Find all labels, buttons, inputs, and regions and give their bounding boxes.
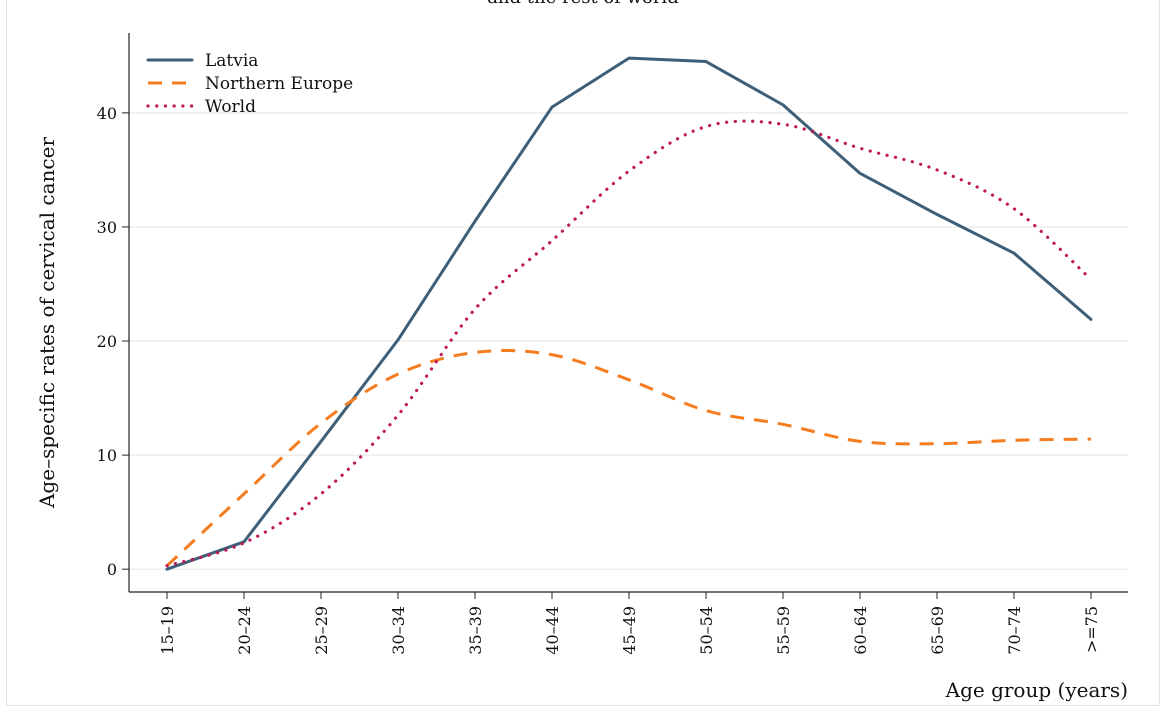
x-tick-label: 40–44 (543, 606, 562, 655)
series-line-latvia (165, 56, 1093, 571)
x-tick-label: 65–69 (928, 606, 947, 655)
y-tick-label: 20 (97, 332, 117, 351)
tick-labels: 0 10 20 30 40 15–19 20–24 25–29 30–34 35–39 40–44 4… (97, 104, 1101, 655)
chart-title: and the rest of world (0, 0, 1166, 8)
legend-label: World (205, 97, 256, 117)
x-tick-label: >=75 (1082, 606, 1101, 653)
legend-label: Northern Europe (205, 74, 353, 94)
gridlines (129, 112, 1128, 570)
series-line-northern-europe (165, 349, 1092, 567)
y-axis-title: Age–specific rates of cervical cancer (35, 137, 59, 509)
x-tick-label: 35–39 (466, 606, 485, 655)
y-tick-label: 10 (97, 446, 117, 465)
x-tick-label: 55–59 (774, 606, 793, 655)
series-line-world (165, 119, 1093, 568)
x-tick-label: 30–34 (389, 606, 408, 655)
x-tick-label: 50–54 (697, 606, 716, 655)
y-tick-label: 0 (107, 560, 117, 579)
x-tick-label: 25–29 (312, 606, 331, 655)
y-tick-label: 30 (97, 218, 117, 237)
x-tick-label: 45–49 (620, 606, 639, 655)
x-tick-label: 15–19 (158, 606, 177, 655)
legend-label: Latvia (205, 51, 258, 71)
x-tick-label: 20–24 (235, 606, 254, 655)
legend: Latvia Northern Europe World (146, 51, 353, 117)
axes (122, 33, 1128, 599)
x-tick-label: 60–64 (851, 606, 870, 655)
chart-frame (6, 0, 1160, 706)
series-lines (165, 56, 1093, 571)
x-axis-title: Age group (years) (945, 678, 1128, 702)
y-tick-label: 40 (97, 104, 117, 123)
x-tick-label: 70–74 (1005, 606, 1024, 655)
